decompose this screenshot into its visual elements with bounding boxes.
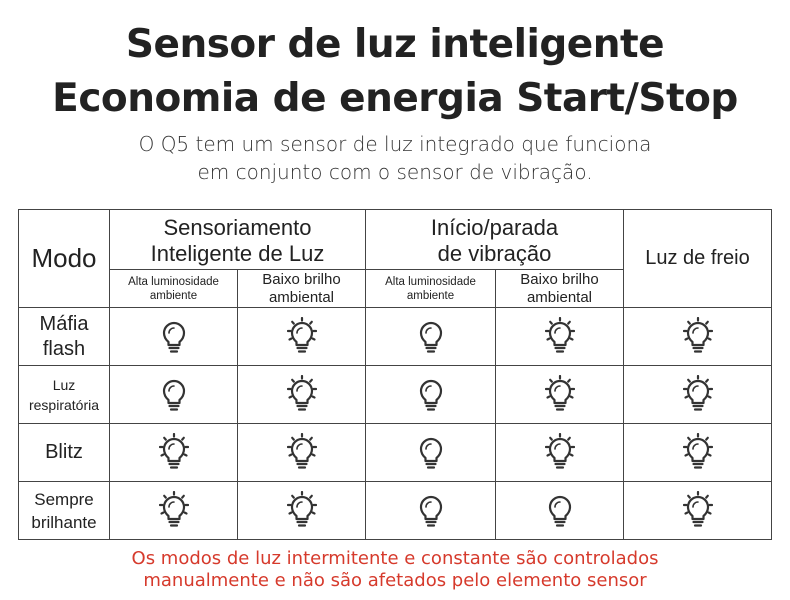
bulb-lit-icon <box>682 490 713 527</box>
table-cell <box>496 424 624 482</box>
table-cell <box>110 308 238 366</box>
group-light-sensing-line1: Sensoriamento <box>163 214 312 240</box>
mode-row-label-line1: Máfia <box>39 312 89 335</box>
table-cell <box>496 308 624 366</box>
group-light-sensing-line2: Inteligente de Luz <box>150 240 325 266</box>
bulb-lit-icon <box>544 316 575 353</box>
group-vibration-start-stop: Início/parada de vibração <box>366 210 624 270</box>
bulb-lit-icon <box>286 374 317 411</box>
mode-row-label: Luz respiratória <box>19 366 110 424</box>
sub-header-text: Baixo brilho <box>520 270 599 288</box>
table-cell <box>366 424 496 482</box>
table-cell <box>624 482 771 539</box>
table-cell <box>110 482 238 539</box>
brake-light-header: Luz de freio <box>624 210 771 308</box>
table-cell <box>366 308 496 366</box>
bulb-off-icon <box>419 437 442 469</box>
brake-light-header-label: Luz de freio <box>645 247 750 269</box>
table-cell <box>110 366 238 424</box>
note-line-2: manualmente e não são afetados pelo elem… <box>143 570 647 591</box>
table-cell <box>238 308 366 366</box>
table-cell <box>238 482 366 539</box>
bulb-off-icon <box>162 321 185 353</box>
table-cell <box>238 366 366 424</box>
bulb-off-icon <box>419 379 442 411</box>
table-cell <box>238 424 366 482</box>
bulb-lit-icon <box>286 490 317 527</box>
sub-header-text: ambiental <box>268 288 335 306</box>
bulb-lit-icon <box>682 432 713 469</box>
bulb-lit-icon <box>544 374 575 411</box>
mode-header-label: Modo <box>31 243 97 273</box>
sub-header-text: ambiente <box>149 289 198 302</box>
sub-header-text: Baixo brilho <box>262 270 341 288</box>
table-cell <box>624 308 771 366</box>
bulb-off-icon <box>162 379 185 411</box>
sub-header-text: ambiente <box>406 289 455 302</box>
mode-row-label-line1: Luz <box>52 376 76 393</box>
group-light-sensing: Sensoriamento Inteligente de Luz <box>110 210 366 270</box>
mode-row-label-line2: brilhante <box>31 512 97 532</box>
group-vibration-line1: Início/parada <box>430 214 559 240</box>
mode-row-label-line1: Blitz <box>45 441 83 463</box>
sub-header-text: Alta luminosidade <box>128 275 219 288</box>
mode-row-label-line2: flash <box>42 337 86 360</box>
bulb-lit-icon <box>682 316 713 353</box>
table-cell <box>496 482 624 539</box>
mode-row-label: Máfia flash <box>19 308 110 366</box>
group-vibration-line2: de vibração <box>437 240 552 266</box>
bulb-lit-icon <box>286 432 317 469</box>
table-cell <box>366 366 496 424</box>
sub-header-low-light-2: Baixo brilho ambiental <box>496 270 624 308</box>
bulb-lit-icon <box>544 432 575 469</box>
bulb-off-icon <box>419 495 442 527</box>
bulb-lit-icon <box>158 490 189 527</box>
mode-table: Modo Sensoriamento Inteligente de Luz Al… <box>18 209 772 540</box>
sub-header-text: ambiental <box>526 288 593 306</box>
table-cell <box>624 424 771 482</box>
bulb-off-icon <box>419 321 442 353</box>
title-line-1: Sensor de luz inteligente <box>125 22 665 67</box>
subtitle-line-2: em conjunto com o sensor de vibração. <box>197 160 593 184</box>
sub-header-high-light-1: Alta luminosidade ambiente <box>110 270 238 308</box>
sub-header-text: Alta luminosidade <box>385 275 476 288</box>
table-cell <box>366 482 496 539</box>
subtitle-line-1: O Q5 tem um sensor de luz integrado que … <box>138 132 652 156</box>
table-cell <box>624 366 771 424</box>
bulb-off-icon <box>548 495 571 527</box>
table-cell <box>496 366 624 424</box>
note-line-1: Os modos de luz intermitente e constante… <box>131 548 659 569</box>
bulb-lit-icon <box>286 316 317 353</box>
mode-row-label-line2: respiratória <box>28 396 100 413</box>
mode-row-label: Blitz <box>19 424 110 482</box>
mode-row-label: Sempre brilhante <box>19 482 110 539</box>
bulb-lit-icon <box>682 374 713 411</box>
title-line-2: Economia de energia Start/Stop <box>52 76 738 121</box>
table-cell <box>110 424 238 482</box>
mode-header: Modo <box>19 210 110 308</box>
sub-header-high-light-2: Alta luminosidade ambiente <box>366 270 496 308</box>
sub-header-low-light-1: Baixo brilho ambiental <box>238 270 366 308</box>
bulb-lit-icon <box>158 432 189 469</box>
mode-row-label-line1: Sempre <box>34 489 94 509</box>
